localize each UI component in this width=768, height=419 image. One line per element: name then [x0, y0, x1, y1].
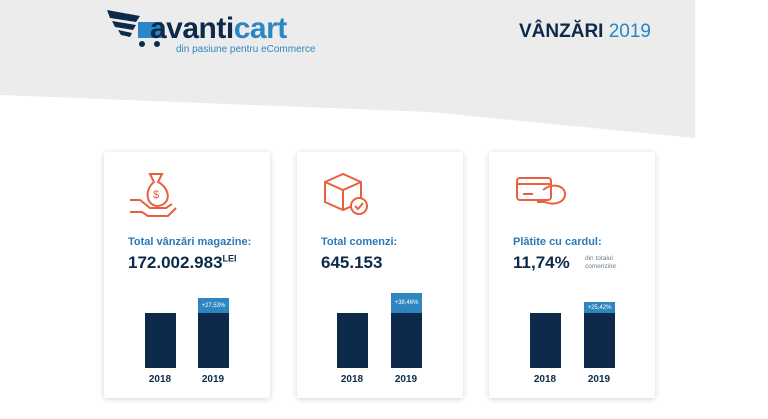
year: 2019	[587, 374, 611, 385]
value-text: 172.002.983	[128, 253, 223, 272]
tagline: din pasiune pentru eCommerce	[176, 44, 316, 55]
logo-icon	[107, 10, 162, 47]
title: VÂNZĂRI 2019	[519, 21, 651, 43]
year: 2019	[201, 374, 225, 385]
bar-2018	[337, 313, 368, 368]
title-year: 2019	[608, 21, 652, 42]
unit: LEI	[222, 253, 237, 264]
bar-2019	[391, 313, 422, 368]
year: 2019	[394, 374, 418, 385]
card-value: 645.153	[321, 253, 383, 272]
increase-label: +38,46%	[391, 293, 422, 313]
bar-2018	[145, 313, 176, 368]
card-value: 172.002.983LEI	[128, 253, 237, 273]
money-icon: $	[130, 173, 177, 217]
card-label: Plătite cu cardul:	[513, 236, 602, 248]
svg-text:$: $	[153, 189, 159, 201]
card-value: 11,74%	[513, 253, 570, 272]
bar-2019	[584, 313, 615, 368]
title-bold: VÂNZĂRI	[519, 21, 604, 42]
card-icon	[516, 177, 567, 205]
increase-label: +27,53%	[198, 298, 229, 313]
card-label: Total vânzări magazine:	[128, 236, 252, 248]
card: Total comenzi: 645.153 +38,46% 2018 2019	[297, 152, 463, 398]
box-icon	[324, 172, 368, 215]
logo: avanticart	[150, 12, 287, 46]
bar-2019	[198, 313, 229, 368]
logo-primary: avanti	[150, 12, 234, 45]
bar-2018	[530, 313, 561, 368]
year: 2018	[533, 374, 557, 385]
header-band	[0, 0, 695, 138]
card-label: Total comenzi:	[321, 236, 398, 248]
year: 2018	[340, 374, 364, 385]
card-note: din totalul comenzilor	[585, 255, 617, 270]
card: Plătite cu cardul: 11,74% din totalul co…	[489, 152, 655, 398]
logo-secondary: cart	[233, 12, 288, 45]
increase-label: +25,42%	[584, 302, 615, 313]
year: 2018	[148, 374, 172, 385]
card: $ Total vânzări magazine: 172.002.983LEI…	[104, 152, 270, 398]
